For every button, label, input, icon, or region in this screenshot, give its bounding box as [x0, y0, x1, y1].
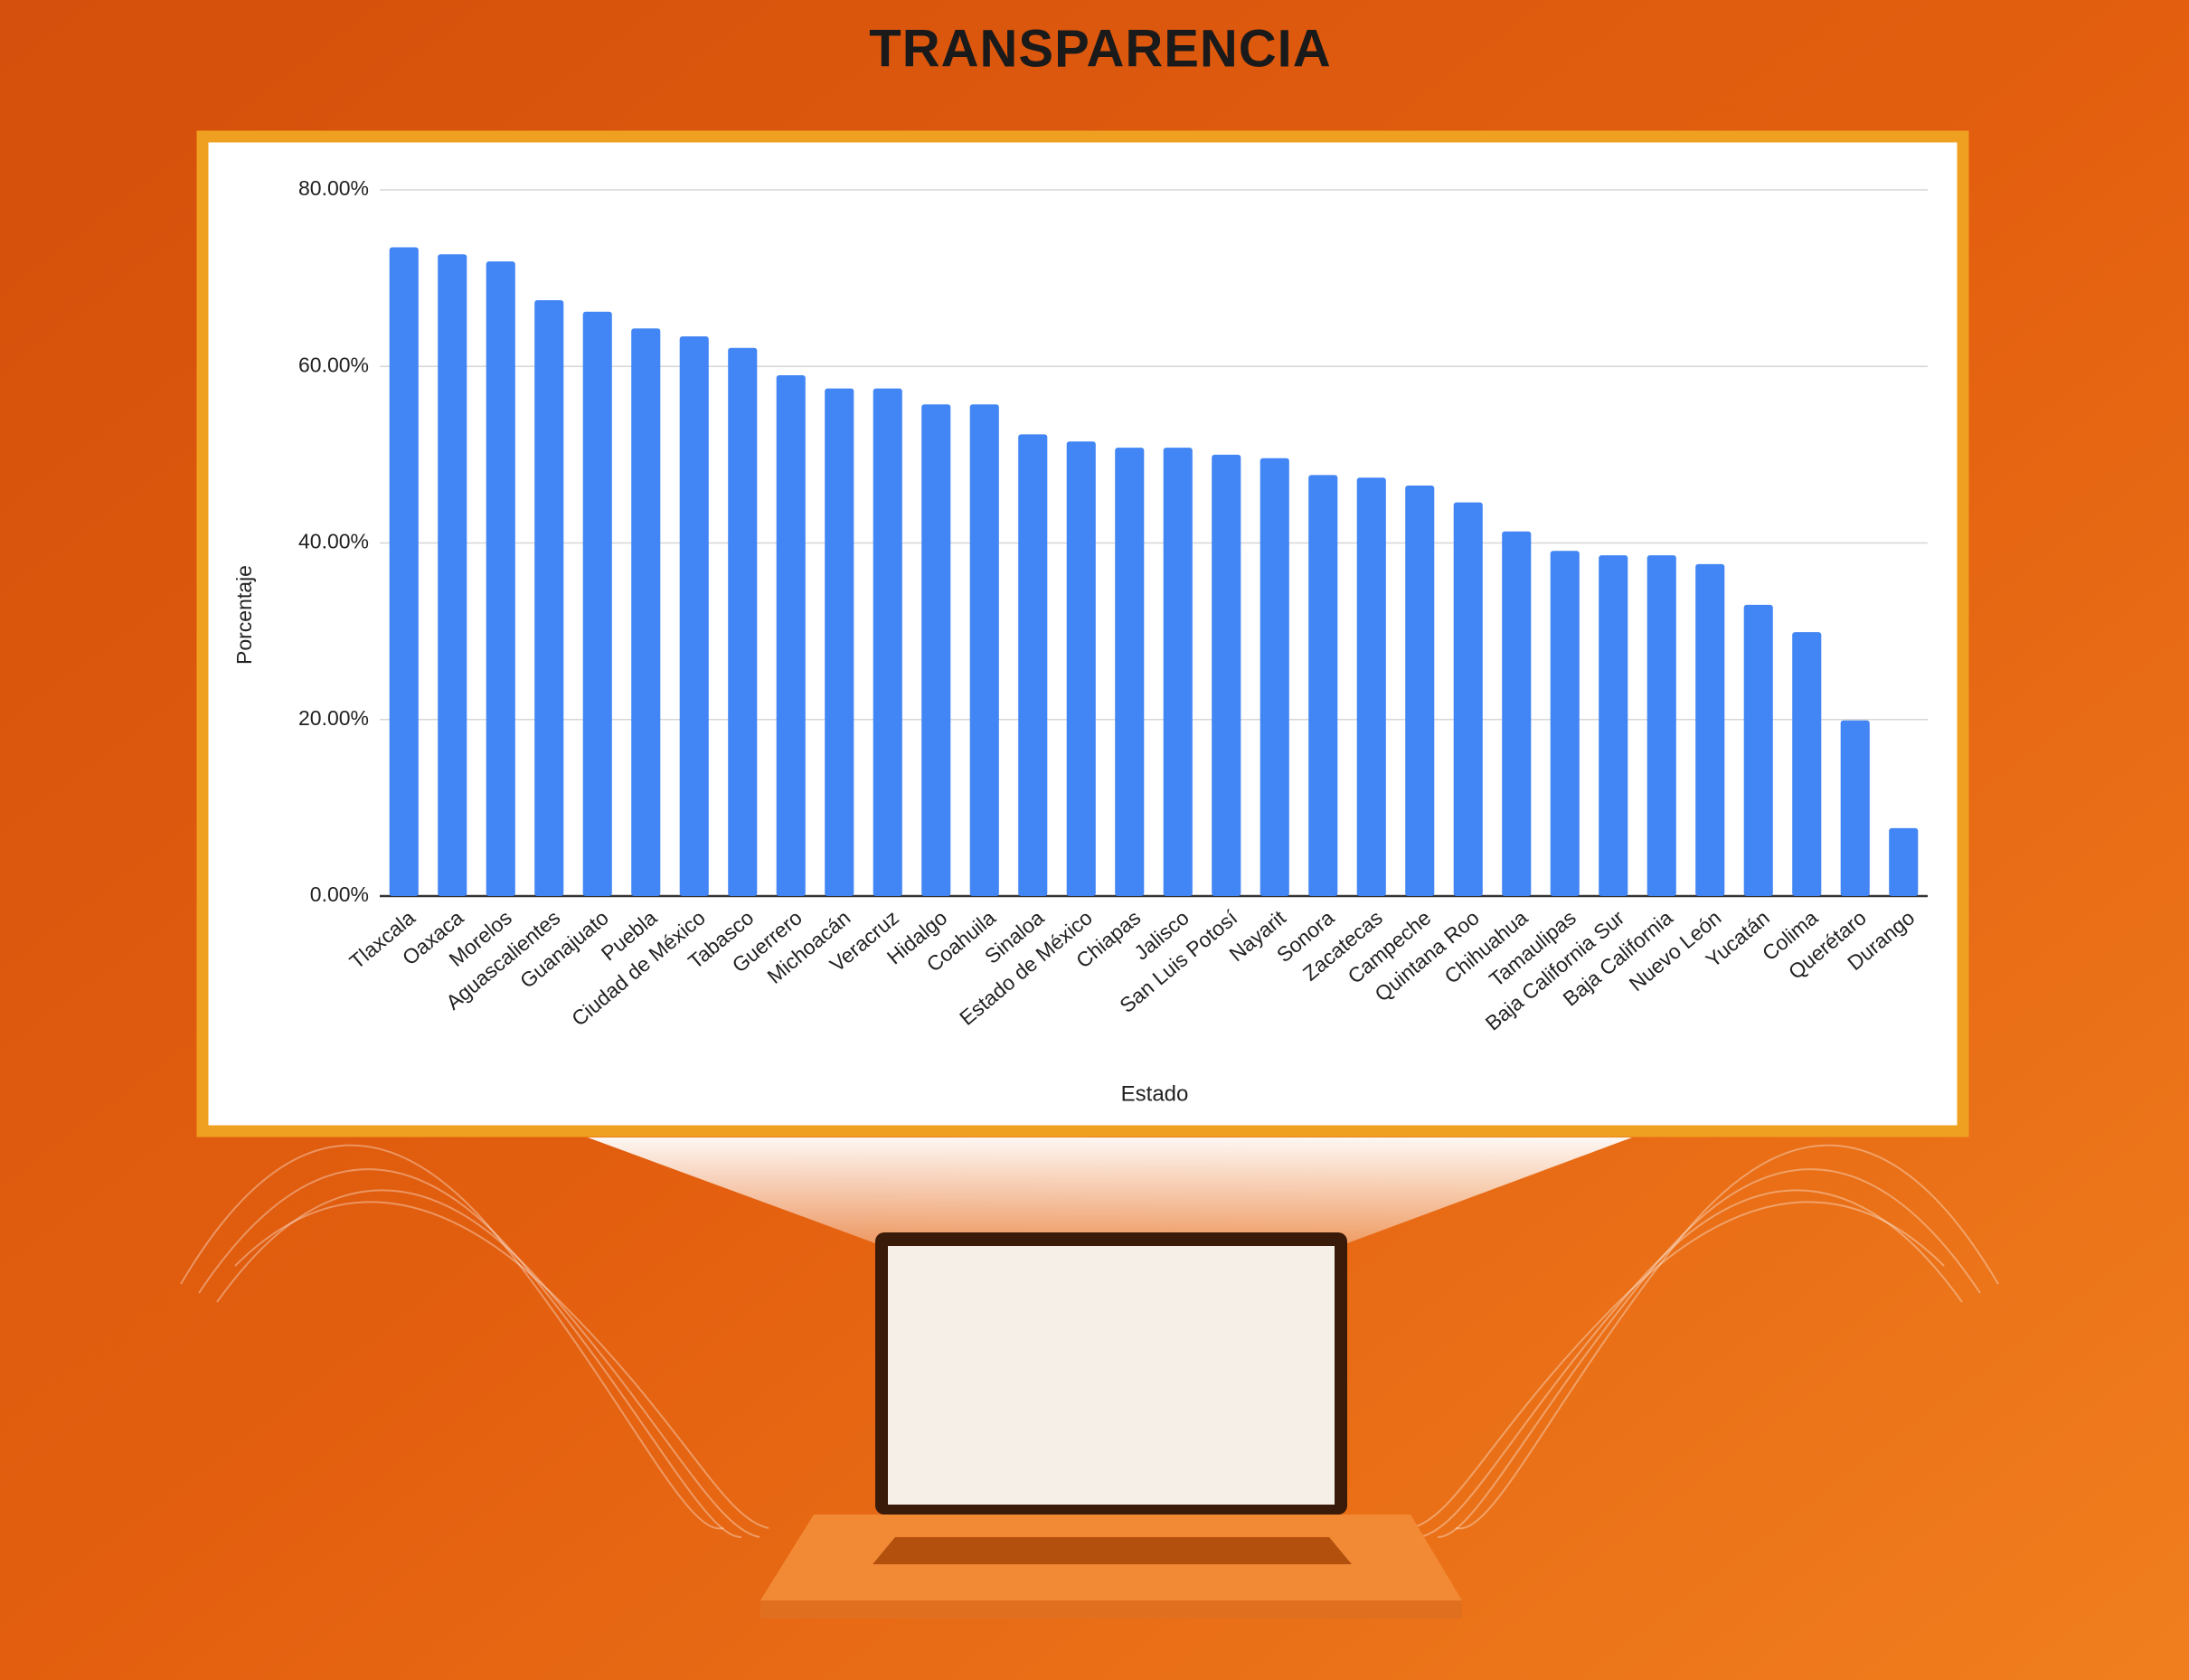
bar — [1356, 477, 1386, 896]
bar — [1066, 441, 1096, 896]
bar — [1260, 458, 1289, 896]
y-tick-label: 0.00% — [310, 882, 369, 906]
bar — [1743, 604, 1773, 896]
bar — [1599, 555, 1628, 896]
bar — [1018, 434, 1048, 896]
bar — [873, 388, 902, 896]
wave-lines — [180, 1144, 1999, 1538]
bar — [1212, 454, 1241, 896]
y-tick-label: 60.00% — [298, 353, 369, 376]
bar — [1646, 555, 1676, 896]
bar — [1308, 475, 1338, 896]
bar — [1695, 563, 1725, 896]
y-axis-label: Porcentaje — [232, 565, 256, 665]
bar — [1502, 531, 1532, 896]
bar — [1889, 827, 1919, 896]
chart-title: TRANSPARENCIA — [869, 19, 1331, 78]
bar — [921, 404, 951, 896]
bar — [631, 328, 661, 896]
y-tick-label: 40.00% — [298, 530, 369, 553]
bar — [825, 388, 854, 896]
bar — [776, 375, 806, 896]
projection-beam — [588, 1137, 1632, 1243]
bar — [1163, 448, 1193, 896]
bar — [728, 347, 758, 896]
bar — [389, 247, 419, 896]
bar — [1405, 486, 1435, 896]
bar — [1792, 632, 1822, 896]
y-tick-label: 80.00% — [298, 176, 369, 200]
bar — [534, 300, 564, 896]
bar — [582, 311, 612, 896]
bar — [1840, 720, 1870, 896]
bar — [438, 254, 467, 896]
laptop — [760, 1232, 1462, 1619]
laptop-edge — [760, 1600, 1462, 1619]
bar — [1453, 502, 1483, 896]
bar — [1550, 551, 1580, 896]
laptop-keyboard — [873, 1537, 1352, 1564]
laptop-screen — [888, 1246, 1335, 1505]
bar — [969, 404, 999, 896]
bar — [1115, 448, 1145, 896]
bar — [679, 336, 709, 896]
y-tick-label: 20.00% — [298, 706, 369, 730]
bar — [486, 261, 515, 896]
x-axis-label: Estado — [1121, 1081, 1189, 1106]
